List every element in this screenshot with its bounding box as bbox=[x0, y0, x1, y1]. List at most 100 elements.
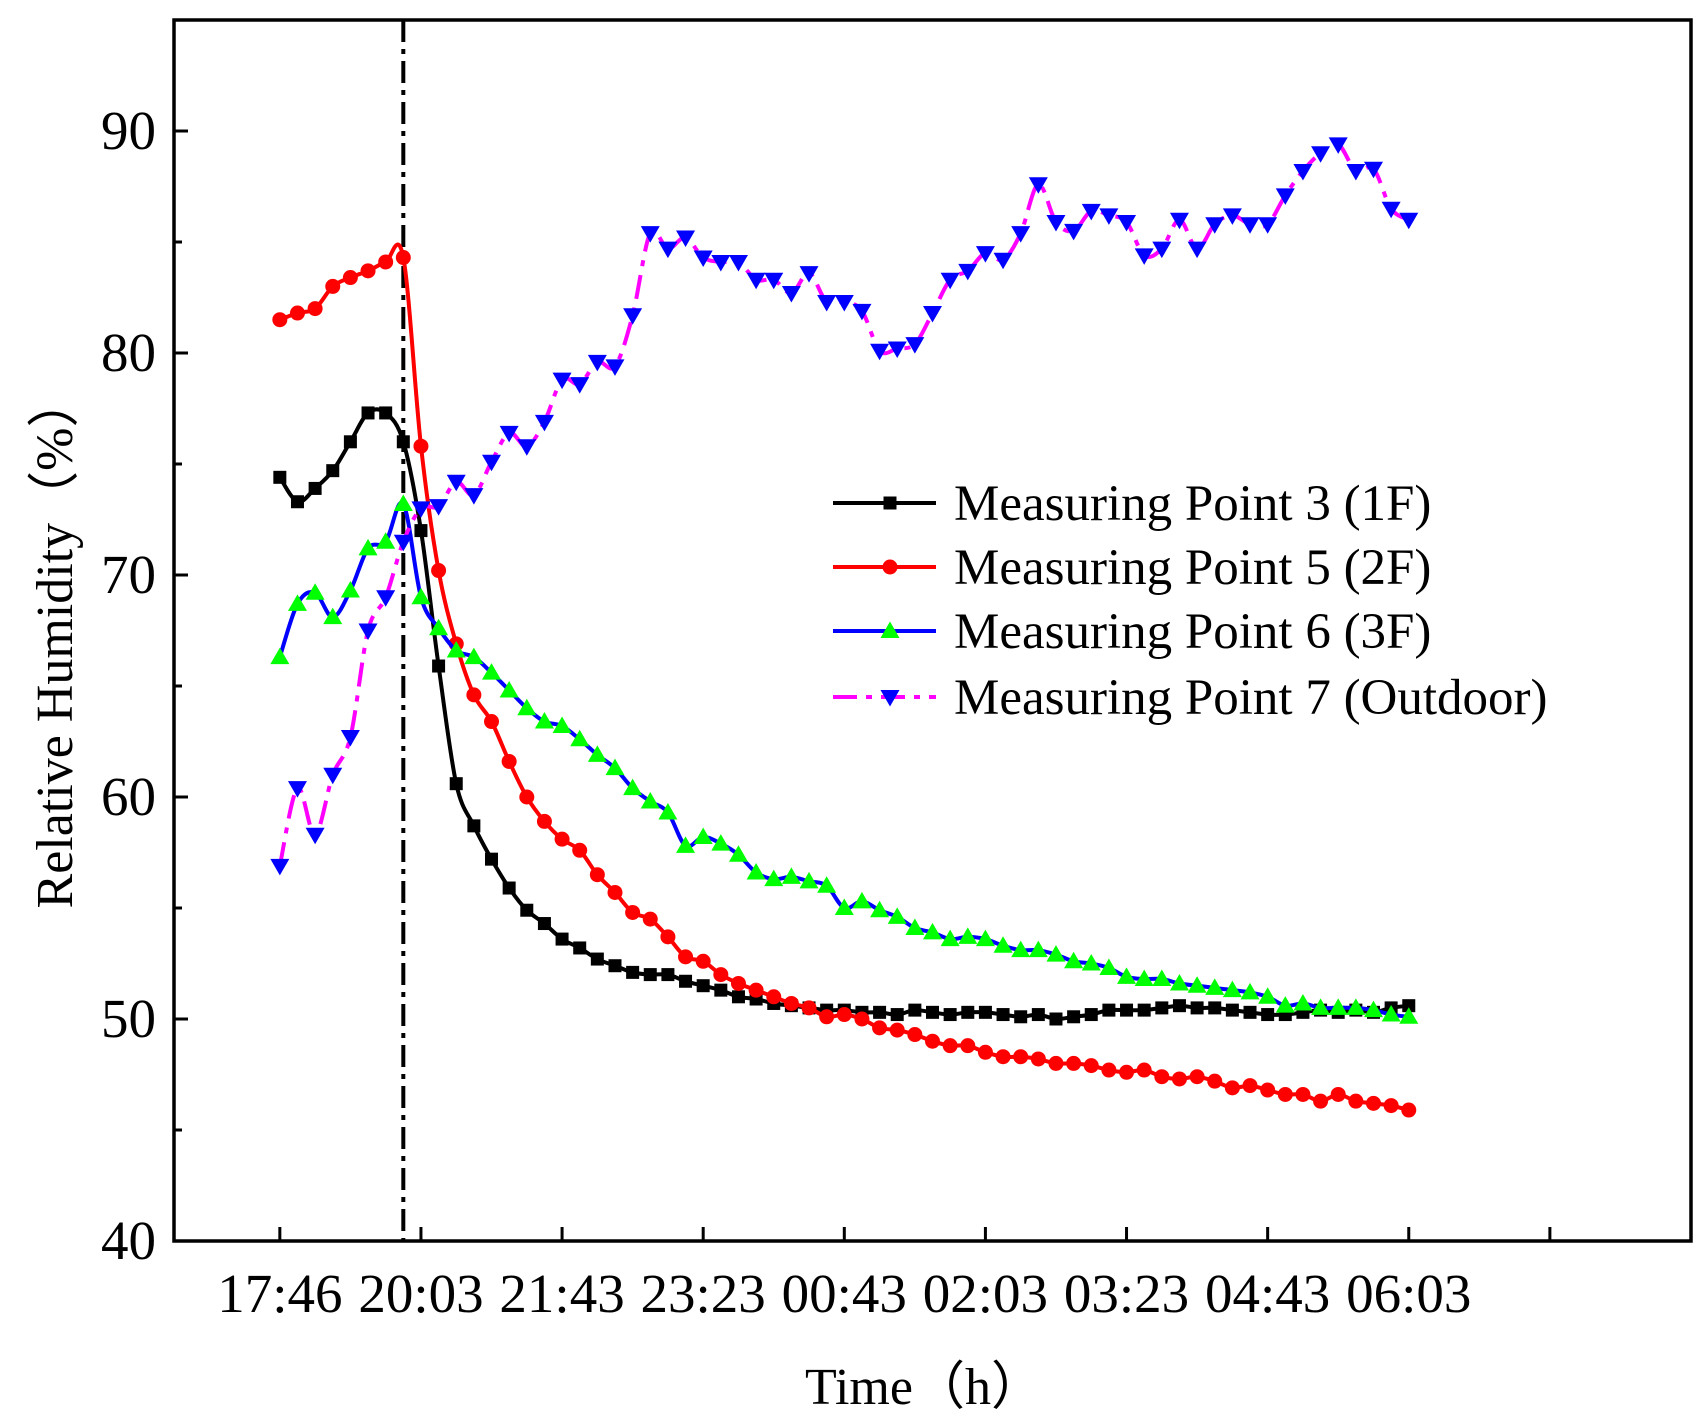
series-3-point bbox=[1169, 973, 1189, 991]
series-2-point bbox=[466, 687, 482, 703]
series-2-point bbox=[925, 1033, 940, 1049]
series-4-point bbox=[887, 341, 907, 359]
series-3-point bbox=[834, 898, 854, 915]
series-3-point bbox=[1222, 980, 1242, 998]
series-2-point bbox=[1083, 1058, 1099, 1074]
series-4-point bbox=[746, 272, 766, 290]
series-4-point bbox=[993, 252, 1013, 270]
series-2-point bbox=[1295, 1086, 1311, 1102]
series-3-point bbox=[958, 927, 978, 944]
series-3-point bbox=[552, 716, 572, 733]
series-1-point bbox=[290, 495, 304, 509]
series-1-point bbox=[714, 983, 728, 997]
series-2-point bbox=[519, 789, 535, 805]
series-1-point bbox=[396, 435, 410, 449]
series-4-point bbox=[1399, 212, 1419, 230]
series-3-point bbox=[764, 869, 784, 887]
series-1-point bbox=[943, 1008, 957, 1022]
series-4-point bbox=[270, 858, 290, 876]
series-2-point bbox=[1119, 1064, 1135, 1080]
series-3-point bbox=[887, 907, 907, 924]
legend-entry: Measuring Point 3 (1F) bbox=[833, 476, 1431, 532]
series-4-point bbox=[1258, 217, 1278, 234]
x-tick-label: 20:03 bbox=[358, 1263, 483, 1324]
series-2-point bbox=[554, 831, 570, 847]
series-1-point bbox=[502, 881, 516, 895]
series-4-point bbox=[728, 254, 748, 272]
series-3-point bbox=[570, 729, 590, 747]
series-2-point bbox=[1101, 1062, 1117, 1078]
series-4-point bbox=[1169, 212, 1189, 230]
series-4-point bbox=[1381, 201, 1401, 219]
series-2-point bbox=[360, 263, 376, 279]
series-1-point bbox=[1067, 1010, 1081, 1024]
series-4-point bbox=[1046, 215, 1066, 232]
legend-entry: Measuring Point 5 (2F) bbox=[833, 540, 1431, 596]
series-1-point bbox=[1031, 1008, 1045, 1022]
series-1-point bbox=[1084, 1008, 1098, 1022]
series-1-point bbox=[643, 968, 657, 982]
series-3-point bbox=[640, 791, 660, 809]
series-3-point bbox=[1011, 940, 1031, 958]
legend-entry: Measuring Point 6 (3F) bbox=[833, 604, 1431, 660]
series-3-point bbox=[1328, 998, 1348, 1015]
y-tick-label: 50 bbox=[101, 988, 156, 1049]
series-2-point bbox=[783, 995, 799, 1011]
series-3-point bbox=[446, 640, 466, 658]
series-2-point bbox=[766, 989, 782, 1005]
series-2-point bbox=[1048, 1055, 1064, 1071]
series-3-point bbox=[305, 583, 325, 600]
series-3-point bbox=[852, 891, 872, 909]
series-3-point bbox=[1311, 998, 1331, 1015]
series-1-point bbox=[273, 470, 287, 484]
series-3-point bbox=[1081, 954, 1101, 971]
series-1-point bbox=[908, 1003, 922, 1017]
series-2-point bbox=[748, 982, 764, 998]
series-4-point bbox=[1275, 188, 1295, 205]
series-4-point bbox=[499, 425, 519, 443]
series-3-point bbox=[517, 698, 537, 716]
series-2-point bbox=[501, 753, 517, 769]
series-2-point bbox=[1224, 1080, 1240, 1096]
series-4-point bbox=[1205, 217, 1225, 234]
series-4-point bbox=[376, 590, 396, 607]
series-4-point bbox=[870, 343, 890, 361]
series-4-point bbox=[1099, 208, 1119, 225]
y-axis: 40 50 60 70 80 90 bbox=[101, 100, 188, 1271]
series-2-point bbox=[1242, 1078, 1258, 1094]
x-tick-label: 03:23 bbox=[1064, 1263, 1189, 1324]
series-1-point bbox=[626, 965, 640, 979]
series-1-point bbox=[555, 932, 569, 946]
legend-marker-sample bbox=[880, 690, 900, 707]
series-4-point bbox=[975, 246, 995, 263]
series-3-point bbox=[940, 929, 960, 947]
series-2-point bbox=[1401, 1102, 1417, 1118]
series-2-point bbox=[1013, 1049, 1029, 1065]
series-4-point bbox=[940, 272, 960, 290]
series-1-point bbox=[1261, 1008, 1275, 1022]
series-1-point bbox=[432, 659, 446, 673]
series-2-point bbox=[960, 1038, 976, 1054]
series-2-point bbox=[678, 949, 694, 965]
series-2-point bbox=[289, 305, 305, 321]
legend-marker-sample bbox=[883, 496, 897, 510]
series-1-point bbox=[414, 524, 428, 538]
series-3-point bbox=[1293, 993, 1313, 1011]
series-2-point bbox=[572, 842, 588, 858]
series-4-point bbox=[852, 303, 872, 321]
series-2-point bbox=[642, 911, 658, 927]
series-2-point bbox=[589, 867, 605, 883]
series-1-point bbox=[1014, 1010, 1028, 1024]
series-2-point bbox=[942, 1038, 958, 1054]
series-2-point bbox=[607, 884, 623, 900]
legend-entry: Measuring Point 7 (Outdoor) bbox=[833, 670, 1548, 726]
series-2-point bbox=[1189, 1069, 1205, 1085]
series-3-point bbox=[605, 758, 625, 776]
series-2-point bbox=[536, 813, 552, 829]
series-4-point bbox=[287, 781, 307, 798]
x-axis: 17:46 20:03 21:43 23:23 00:43 02:03 03:23 04:43… bbox=[217, 1227, 1552, 1324]
series-1-point bbox=[1120, 1003, 1134, 1017]
series-1-point bbox=[326, 464, 340, 478]
